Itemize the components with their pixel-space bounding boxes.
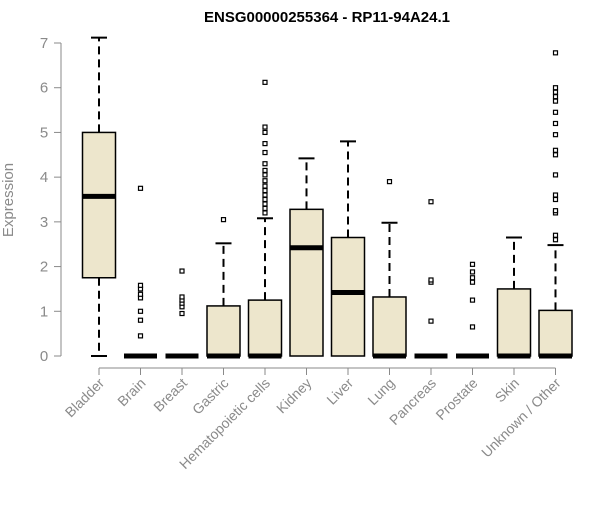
outlier-point	[262, 79, 268, 85]
box-skin	[496, 236, 532, 359]
box-unknown-other	[538, 50, 573, 359]
outlier-point	[262, 141, 268, 147]
outlier-point	[552, 196, 559, 203]
outlier-point	[179, 310, 185, 317]
box-brain	[124, 185, 157, 359]
outlier-point	[262, 178, 268, 184]
y-tick-label: 3	[40, 214, 48, 231]
outlier-point	[552, 109, 559, 115]
outlier-point	[552, 132, 559, 138]
box-lung	[372, 179, 407, 359]
outlier-point	[552, 208, 559, 214]
outlier-point	[262, 172, 268, 178]
y-tick-label: 5	[40, 124, 48, 141]
outlier-point	[552, 172, 559, 178]
outlier-point	[428, 277, 434, 283]
outlier-point	[262, 124, 268, 130]
outlier-point	[179, 294, 185, 300]
box-body	[206, 305, 241, 357]
outlier-point	[552, 192, 559, 198]
box-breast	[165, 268, 199, 359]
outlier-point	[552, 85, 559, 91]
outlier-point	[262, 210, 268, 216]
y-tick-label: 2	[40, 259, 48, 276]
outlier-point	[386, 179, 393, 185]
outlier-point	[469, 261, 476, 267]
outlier-point	[262, 196, 268, 203]
x-tick-label: Prostate	[432, 375, 480, 423]
outlier-point	[262, 161, 268, 167]
outlier-point	[262, 149, 268, 156]
box-kidney	[289, 157, 324, 357]
outlier-point	[262, 187, 268, 194]
outlier-point	[552, 98, 559, 104]
y-tick-label: 4	[40, 169, 48, 186]
outlier-point	[137, 333, 144, 339]
y-tick-label: 6	[40, 80, 48, 97]
chart-title: ENSG00000255364 - RP11-94A24.1	[204, 9, 450, 26]
outlier-point	[552, 89, 559, 95]
outlier-point	[469, 269, 476, 275]
box-body	[496, 288, 532, 357]
y-axis-label: Expression	[0, 163, 17, 237]
outlier-point	[552, 152, 559, 158]
outlier-point	[262, 201, 268, 207]
outlier-point	[428, 318, 434, 324]
outlier-point	[469, 279, 476, 285]
box-prostate	[456, 261, 489, 359]
outlier-point	[262, 167, 268, 174]
box-hematopoietic-cells	[247, 79, 283, 359]
outlier-point	[552, 50, 559, 56]
outlier-point	[428, 199, 434, 205]
box-gastric	[206, 217, 241, 359]
x-tick-label: Liver	[323, 375, 356, 408]
x-tick-label: Unknown / Other	[478, 375, 564, 461]
x-tick-label: Lung	[364, 375, 397, 408]
outlier-point	[552, 147, 559, 153]
box-body	[538, 309, 573, 357]
outlier-point	[137, 291, 144, 297]
outlier-point	[220, 217, 227, 223]
box-body	[289, 208, 324, 357]
outlier-point	[137, 308, 144, 314]
x-tick-label: Bladder	[62, 375, 108, 421]
box-liver	[330, 140, 366, 357]
outlier-point	[552, 232, 559, 238]
box-body	[247, 299, 283, 357]
x-tick-label: Kidney	[273, 375, 315, 417]
outlier-point	[552, 94, 559, 100]
x-tick-label: Skin	[492, 375, 523, 406]
x-tick-label: Breast	[150, 375, 190, 415]
x-tick-label: Brain	[114, 375, 148, 409]
outlier-point	[552, 237, 559, 243]
outlier-point	[137, 185, 144, 191]
outlier-point	[137, 282, 144, 288]
outlier-point	[469, 324, 476, 330]
outlier-point	[469, 297, 476, 303]
outlier-point	[262, 192, 268, 198]
outlier-point	[262, 205, 268, 212]
box-pancreas	[414, 199, 448, 359]
outlier-point	[552, 120, 559, 127]
box-body	[81, 131, 117, 279]
outlier-point	[469, 275, 476, 281]
y-tick-label: 7	[40, 35, 48, 52]
box-body	[330, 236, 366, 357]
box-series	[81, 36, 573, 359]
y-tick-label: 1	[40, 303, 48, 320]
y-tick-label: 0	[40, 348, 48, 365]
outlier-point	[179, 268, 185, 274]
outlier-point	[137, 317, 144, 323]
outlier-point	[262, 129, 268, 136]
box-bladder	[81, 36, 117, 357]
box-body	[372, 296, 407, 357]
outlier-point	[262, 183, 268, 189]
y-axis: 0 1 2 3 4 5 6 7	[40, 35, 62, 365]
